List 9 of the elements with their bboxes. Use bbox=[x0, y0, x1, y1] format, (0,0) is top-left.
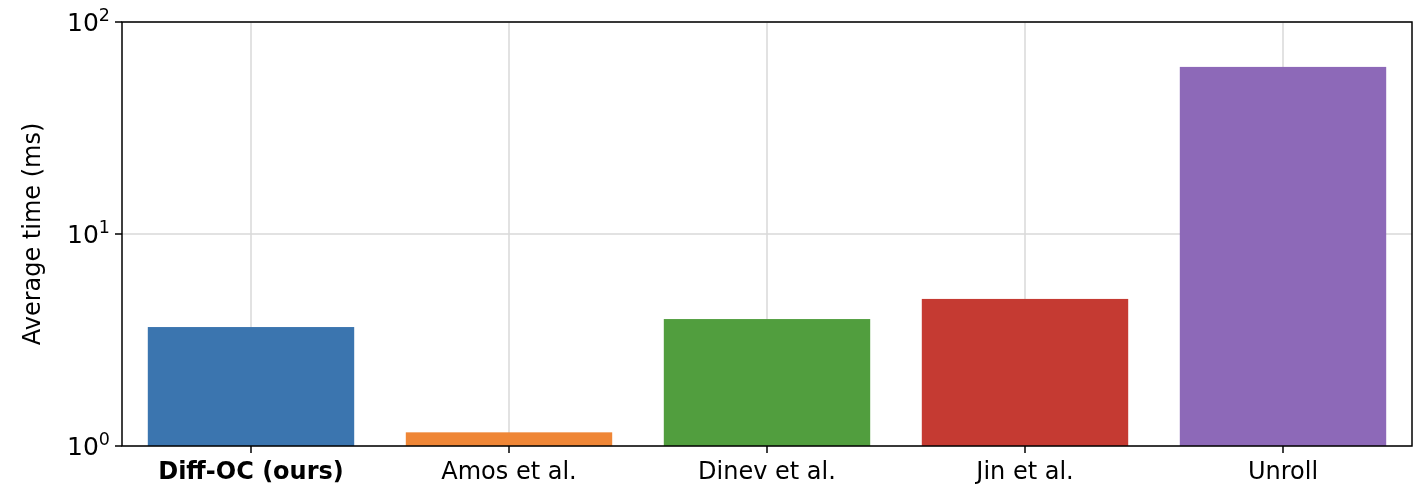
x-tick-label: Unroll bbox=[1247, 457, 1319, 485]
y-tick-label: 10$^{2}$ bbox=[67, 4, 110, 37]
y-tick-label: 10$^{1}$ bbox=[67, 216, 110, 249]
x-tick-label: Amos et al. bbox=[441, 457, 577, 485]
y-tick-label: 10$^{0}$ bbox=[67, 428, 110, 461]
y-axis-title: Average time (ms) bbox=[18, 122, 46, 346]
x-tick-label: Diff-OC (ours) bbox=[158, 457, 344, 485]
x-tick-label: Dinev et al. bbox=[698, 457, 836, 485]
x-tick-label: Jin et al. bbox=[974, 457, 1074, 485]
